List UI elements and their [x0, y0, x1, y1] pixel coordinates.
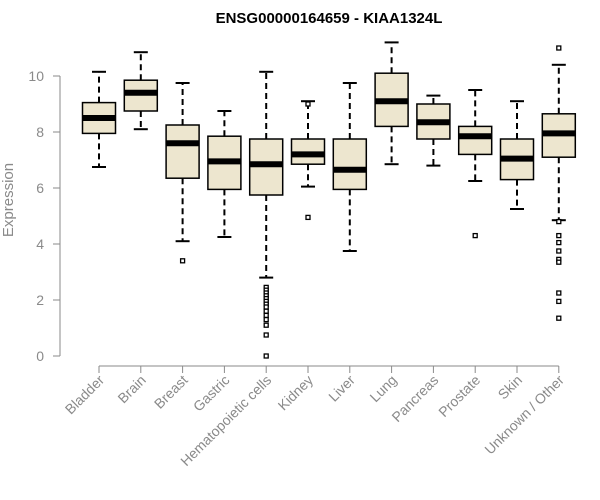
y-tick-label: 8: [36, 124, 44, 140]
outlier-point: [263, 308, 269, 314]
x-tick-label: Unknown / Other: [481, 372, 567, 458]
outlier-point: [263, 332, 269, 338]
box-2: [165, 82, 200, 264]
iqr-box: [332, 138, 368, 191]
box-7: [374, 41, 409, 166]
outlier-point: [263, 304, 269, 310]
outlier-point: [556, 259, 562, 265]
outlier-point: [556, 298, 562, 305]
box-10: [499, 100, 535, 210]
outlier-point: [263, 322, 269, 328]
boxes: [81, 41, 577, 359]
outlier-point: [472, 232, 478, 239]
y-tick-label: 10: [28, 68, 44, 84]
outlier-point: [179, 258, 186, 264]
x-tick-label: Bladder: [62, 372, 108, 418]
box-6: [332, 82, 368, 252]
box-4: [248, 70, 284, 359]
y-axis-label: Expression: [0, 163, 17, 237]
outlier-point: [556, 290, 562, 296]
outlier-point: [305, 214, 311, 221]
outlier-point: [263, 312, 269, 319]
y-tick-label: 0: [36, 348, 44, 364]
x-tick-label: Breast: [151, 372, 191, 412]
box-9: [457, 89, 493, 239]
x-tick-label: Skin: [495, 372, 526, 403]
outlier-point: [556, 45, 562, 51]
outlier-point: [263, 353, 269, 359]
box-0: [81, 70, 117, 168]
y-tick-label: 6: [36, 180, 44, 196]
x-tick-label: Liver: [325, 372, 358, 405]
y-axis: 0 2 4 6 8 10: [28, 68, 61, 364]
chart-title: ENSG00000164659 - KIAA1324L: [216, 10, 443, 27]
x-tick-label: Lung: [366, 372, 399, 405]
x-tick-label: Kidney: [275, 372, 317, 414]
outlier-point: [263, 316, 269, 323]
outlier-point: [556, 315, 562, 321]
y-tick-label: 2: [36, 292, 44, 308]
outlier-point: [556, 248, 562, 254]
iqr-box: [457, 125, 493, 156]
box-11: [541, 45, 577, 321]
outlier-point: [305, 101, 311, 107]
box-5: [290, 100, 326, 221]
x-tick-label: Prostate: [435, 372, 483, 420]
outlier-point: [556, 232, 562, 239]
box-3: [207, 110, 242, 238]
box-1: [123, 51, 159, 131]
box-8: [416, 94, 451, 167]
y-tick-label: 4: [36, 236, 44, 252]
outlier-point: [556, 218, 562, 225]
x-tick-label: Brain: [114, 372, 148, 406]
iqr-box: [165, 124, 200, 179]
outlier-point: [556, 239, 562, 246]
